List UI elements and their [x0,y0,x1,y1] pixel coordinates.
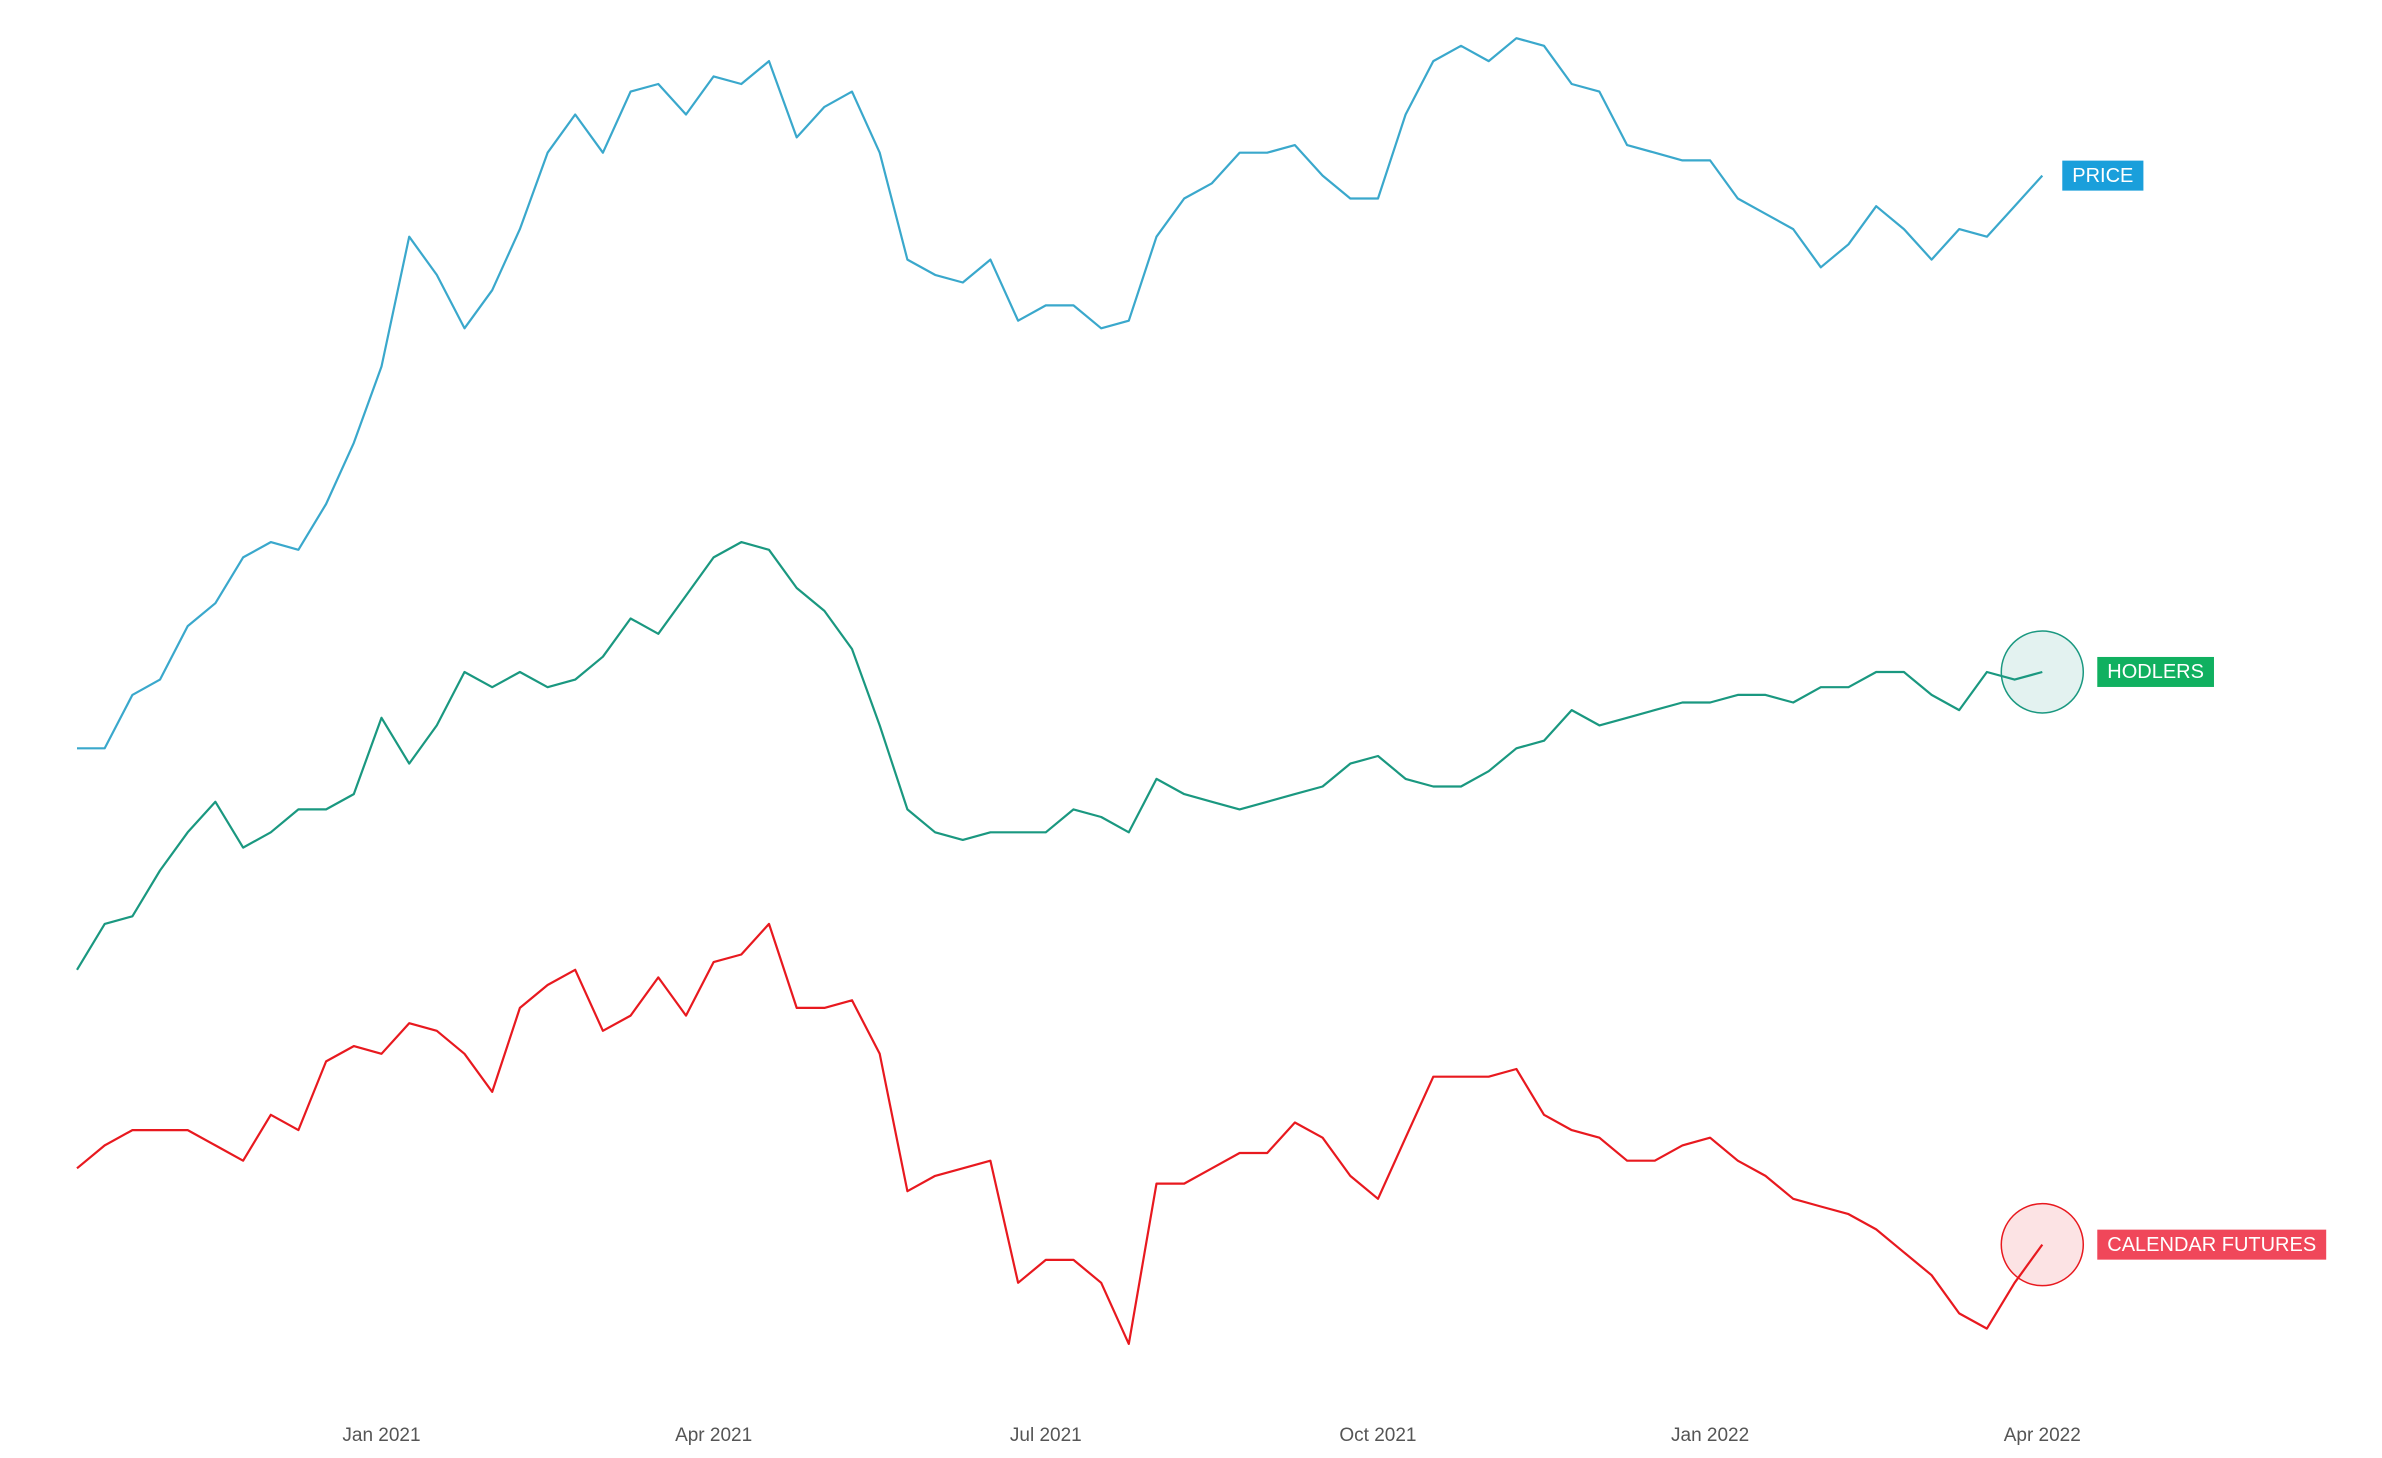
x-tick-label: Apr 2021 [675,1425,752,1446]
x-tick-label: Jul 2021 [1010,1425,1082,1446]
x-tick-label: Jan 2022 [1671,1425,1749,1446]
x-tick-label: Apr 2022 [2004,1425,2081,1446]
series-label-box [2097,656,2214,687]
series-label: PRICE [2072,165,2133,187]
series-line [76,541,2043,971]
series-label-box [2097,1229,2327,1260]
x-tick-label: Oct 2021 [1339,1425,1416,1446]
x-tick-label: Jan 2021 [342,1425,420,1446]
series-label: CALENDAR FUTURES [2107,1234,2316,1256]
series-line [76,922,2044,1345]
series-line [77,37,2044,750]
series-label: HODLERS [2107,661,2204,683]
series-label-box [2062,160,2144,191]
